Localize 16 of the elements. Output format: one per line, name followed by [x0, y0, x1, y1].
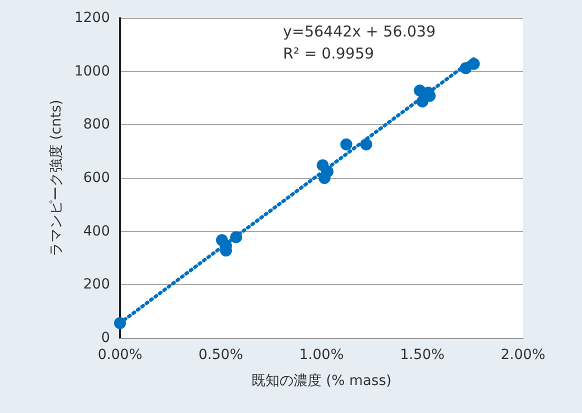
- x-tick-label: 1.50%: [400, 347, 444, 363]
- y-tick-label: 400: [83, 223, 110, 240]
- y-tick-label: 0: [101, 330, 110, 346]
- annotation: R² = 0.9959: [283, 44, 374, 62]
- y-tick-label: 600: [83, 170, 110, 186]
- y-axis-title: ラマンピーク強度 (cnts): [48, 100, 64, 256]
- x-axis-title: 既知の濃度 (% mass): [252, 373, 392, 389]
- y-tick-label: 800: [83, 116, 110, 133]
- x-tick-label: 1.00%: [299, 347, 344, 363]
- x-tick-label: 0.00%: [98, 347, 142, 363]
- y-tick-label: 200: [83, 276, 110, 293]
- y-tick-label: 1000: [74, 63, 110, 80]
- x-tick-label: 2.00%: [500, 347, 546, 363]
- annotation: y=56442x + 56.039: [283, 22, 436, 40]
- y-tick-label: 1200: [74, 10, 110, 26]
- x-tick-label: 0.50%: [198, 347, 243, 363]
